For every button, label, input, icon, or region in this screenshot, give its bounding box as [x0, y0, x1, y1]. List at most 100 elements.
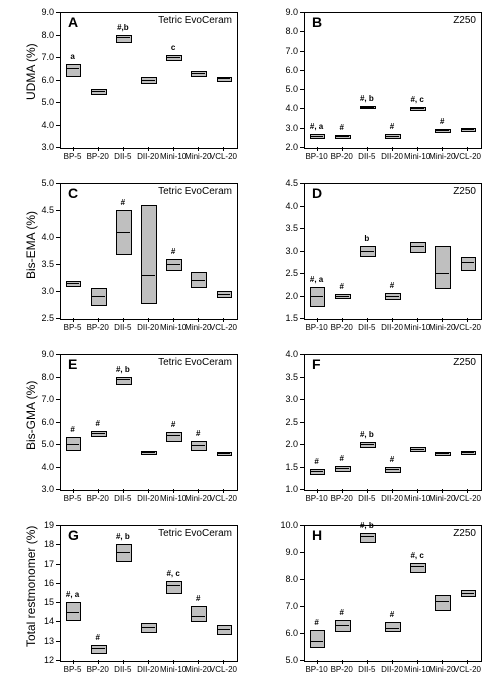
xtick-mark: [467, 489, 468, 493]
xtick-label: VCL-20: [210, 494, 237, 503]
panel-letter: A: [68, 14, 78, 30]
xtick-mark: [148, 660, 149, 664]
panel-letter: B: [312, 14, 322, 30]
ytick-label: 7.0: [276, 46, 298, 56]
ytick-mark: [56, 57, 60, 58]
xtick-label: Mini-20: [185, 323, 211, 332]
annotation: a: [70, 52, 74, 61]
xtick-mark: [342, 318, 343, 322]
annotation: #: [339, 454, 343, 463]
ytick-mark: [56, 377, 60, 378]
xtick-label: Mini-10: [160, 494, 186, 503]
xtick-label: BP-5: [64, 665, 82, 674]
xtick-label: BP-10: [305, 152, 327, 161]
boxplot-median: [166, 264, 180, 265]
boxplot-median: [91, 433, 105, 434]
annotation: #: [390, 122, 394, 131]
xtick-mark: [367, 660, 368, 664]
annotation: #: [196, 594, 200, 603]
boxplot-median: [217, 78, 231, 79]
xtick-label: BP-10: [305, 494, 327, 503]
annotation: #: [390, 610, 394, 619]
boxplot-median: [360, 536, 374, 537]
xtick-label: BP-20: [87, 323, 109, 332]
boxplot-median: [385, 469, 399, 470]
annotation: #: [95, 633, 99, 642]
boxplot-median: [66, 68, 80, 69]
boxplot-median: [191, 280, 205, 281]
ytick-mark: [300, 251, 304, 252]
boxplot-box: [410, 242, 426, 253]
xtick-mark: [148, 318, 149, 322]
xtick-mark: [198, 147, 199, 151]
ytick-label: 4.5: [32, 205, 54, 215]
boxplot-box: [91, 89, 107, 96]
boxplot-median: [141, 452, 155, 453]
annotation: #: [390, 281, 394, 290]
ytick-label: 8.0: [32, 372, 54, 382]
ytick-mark: [300, 552, 304, 553]
boxplot-median: [360, 444, 374, 445]
xtick-label: BP-20: [87, 152, 109, 161]
annotation: #,b: [117, 23, 129, 32]
xtick-label: DII-20: [381, 494, 403, 503]
ytick-mark: [300, 12, 304, 13]
panel-D: DZ2501.52.02.53.03.54.04.5BP-10#, aBP-20…: [256, 175, 486, 340]
boxplot-median: [91, 648, 105, 649]
boxplot-median: [66, 283, 80, 284]
boxplot-median: [410, 566, 424, 567]
xtick-mark: [417, 318, 418, 322]
panel-title: Tetric EvoCeram: [158, 528, 232, 539]
xtick-mark: [417, 147, 418, 151]
boxplot-median: [191, 445, 205, 446]
panel-title: Tetric EvoCeram: [158, 15, 232, 26]
panel-letter: H: [312, 527, 322, 543]
panel-letter: C: [68, 185, 78, 201]
xtick-label: Mini-10: [404, 152, 430, 161]
ytick-label: 5.0: [276, 655, 298, 665]
boxplot-median: [191, 616, 205, 617]
boxplot-median: [141, 627, 155, 628]
boxplot-median: [410, 246, 424, 247]
boxplot-box: [435, 246, 451, 289]
annotation: #: [339, 608, 343, 617]
xtick-mark: [442, 318, 443, 322]
ytick-mark: [56, 291, 60, 292]
boxplot-box: [166, 581, 182, 595]
xtick-label: BP-20: [87, 494, 109, 503]
xtick-mark: [123, 318, 124, 322]
ytick-label: 1.0: [276, 484, 298, 494]
boxplot-box: [385, 467, 401, 474]
xtick-mark: [417, 489, 418, 493]
xtick-mark: [223, 660, 224, 664]
boxplot-median: [166, 435, 180, 436]
xtick-label: DII-20: [381, 665, 403, 674]
ytick-label: 5.0: [32, 439, 54, 449]
xtick-mark: [173, 489, 174, 493]
xtick-label: DII-20: [381, 152, 403, 161]
panel-title: Tetric EvoCeram: [158, 357, 232, 368]
boxplot-median: [91, 91, 105, 92]
xtick-label: VCL-20: [210, 665, 237, 674]
ytick-label: 3.5: [276, 223, 298, 233]
xtick-mark: [442, 489, 443, 493]
annotation: #, b: [360, 94, 374, 103]
ytick-mark: [56, 102, 60, 103]
xtick-label: DII-5: [358, 665, 375, 674]
xtick-label: BP-5: [64, 323, 82, 332]
boxplot-median: [461, 452, 475, 453]
annotation: b: [364, 234, 369, 243]
xtick-mark: [467, 660, 468, 664]
xtick-label: Mini-10: [160, 152, 186, 161]
xtick-mark: [123, 147, 124, 151]
ytick-mark: [300, 489, 304, 490]
boxplot-box: [360, 442, 376, 449]
annotation: #, b: [116, 365, 130, 374]
boxplot-box: [360, 533, 376, 543]
ytick-mark: [56, 467, 60, 468]
xtick-label: DII-5: [114, 665, 131, 674]
ytick-mark: [300, 206, 304, 207]
xtick-mark: [123, 660, 124, 664]
xtick-label: VCL-20: [454, 323, 481, 332]
ytick-label: 2.5: [276, 417, 298, 427]
